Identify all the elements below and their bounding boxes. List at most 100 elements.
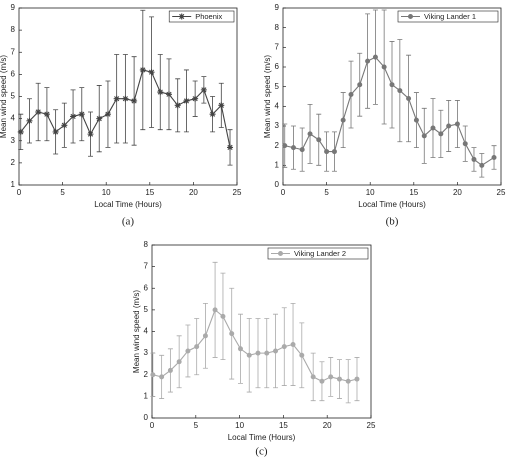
x-tick-label: 0 (150, 421, 155, 430)
point (176, 359, 182, 365)
point (340, 117, 346, 123)
point (202, 333, 208, 339)
point (336, 376, 342, 382)
point (165, 91, 172, 98)
x-tick-label: 0 (17, 188, 22, 197)
x-tick-label: 5 (60, 188, 65, 197)
caption: (a) (122, 216, 135, 228)
point (255, 350, 261, 356)
point (310, 374, 316, 380)
point (282, 143, 288, 149)
y-tick-label: 5 (11, 92, 16, 101)
point (328, 374, 334, 380)
legend-box (267, 247, 369, 260)
point (26, 117, 33, 124)
point (237, 346, 243, 352)
legend-box (397, 10, 499, 23)
y-tick-label: 6 (144, 283, 149, 292)
point (70, 113, 77, 120)
point (183, 97, 190, 104)
point (319, 378, 325, 384)
x-tick-label: 15 (279, 421, 288, 430)
point (324, 149, 330, 155)
y-tick-label: 1 (275, 160, 280, 169)
legend-label: Viking Lander 1 (424, 12, 476, 21)
point (159, 374, 165, 380)
point (357, 82, 363, 88)
x-axis-label: Local Time (Hours) (94, 200, 162, 209)
point (61, 122, 68, 129)
caption: (b) (386, 216, 399, 228)
point (157, 89, 164, 96)
point (354, 376, 360, 382)
point (17, 128, 24, 135)
caption: (c) (255, 446, 268, 458)
legend-marker (408, 14, 413, 19)
x-tick-label: 15 (145, 188, 154, 197)
point (471, 156, 477, 162)
y-tick-label: 7 (275, 42, 280, 51)
point (192, 95, 199, 102)
x-tick-label: 20 (323, 421, 332, 430)
point (150, 372, 156, 378)
point (454, 121, 460, 127)
point (212, 307, 218, 313)
y-tick-label: 8 (275, 23, 280, 32)
point (194, 344, 200, 350)
y-tick-label: 1 (11, 180, 16, 189)
y-tick-label: 6 (275, 62, 280, 71)
y-tick-label: 2 (11, 158, 16, 167)
x-tick-label: 5 (324, 188, 329, 197)
legend-marker (178, 13, 185, 20)
y-tick-label: 7 (144, 262, 149, 271)
x-tick-label: 25 (233, 188, 242, 197)
point (264, 350, 270, 356)
legend-label: Viking Lander 2 (294, 249, 346, 258)
y-tick-label: 4 (275, 101, 280, 110)
y-tick-label: 3 (144, 348, 149, 357)
point (87, 131, 94, 138)
point (446, 123, 452, 129)
point (43, 111, 50, 118)
legend-label: Phoenix (195, 12, 222, 21)
y-tick-label: 7 (11, 47, 16, 56)
plot-area (151, 244, 372, 419)
y-tick-label: 0 (144, 413, 149, 422)
y-axis-label: Mean wind speed (m/s) (263, 55, 272, 138)
x-axis-label: Local Time (Hours) (228, 433, 296, 442)
point (331, 149, 337, 155)
point (281, 344, 287, 350)
y-axis-label: Mean wind speed (m/s) (0, 55, 8, 138)
point (273, 348, 279, 354)
point (290, 341, 296, 347)
point (131, 97, 138, 104)
point (381, 64, 387, 70)
plot: 0 5 10 15 20 25 0 1 2 3 4 5 6 7 8 Local Time (Hours) Mea… (132, 240, 376, 457)
y-tick-label: 8 (144, 240, 149, 249)
point (365, 58, 371, 64)
point (406, 95, 412, 101)
point (139, 66, 146, 73)
point (246, 352, 252, 358)
legend-marker (278, 251, 283, 256)
y-axis-label: Mean wind speed (m/s) (132, 290, 141, 373)
x-tick-label: 25 (367, 421, 376, 430)
point (430, 125, 436, 131)
x-axis-label: Local Time (Hours) (358, 200, 426, 209)
plot: 0 5 10 15 20 25 1 2 3 4 5 6 7 8 9 Local Time (Hours) Mea… (0, 3, 242, 227)
point (316, 137, 322, 143)
y-tick-label: 5 (275, 82, 280, 91)
point (167, 367, 173, 373)
point (438, 131, 444, 137)
point (229, 331, 235, 337)
point (389, 82, 395, 88)
point (413, 117, 419, 123)
point (218, 102, 225, 109)
plot: 0 5 10 15 20 25 0 1 2 3 4 5 6 7 8 9 Local Time (Hours) Me… (263, 3, 506, 227)
point (299, 147, 305, 153)
x-tick-label: 25 (497, 188, 506, 197)
point (220, 313, 226, 319)
point (209, 111, 216, 118)
point (299, 352, 305, 358)
y-tick-label: 2 (275, 141, 280, 150)
